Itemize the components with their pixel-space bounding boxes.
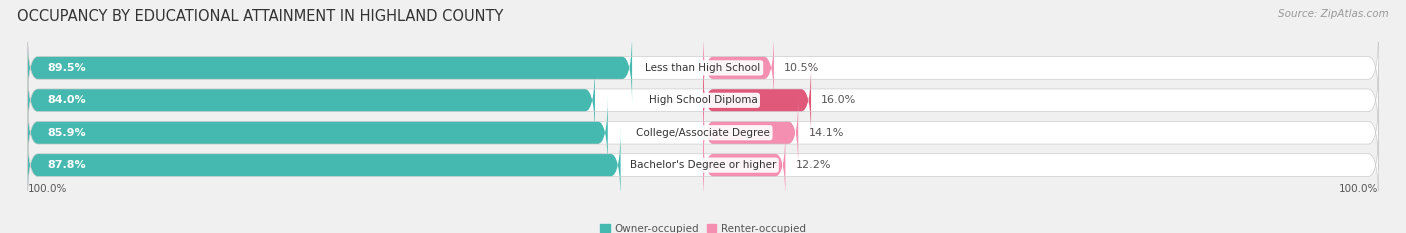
- FancyBboxPatch shape: [28, 63, 1378, 137]
- Text: 100.0%: 100.0%: [1339, 185, 1378, 195]
- FancyBboxPatch shape: [28, 31, 633, 105]
- Text: 100.0%: 100.0%: [28, 185, 67, 195]
- Text: 85.9%: 85.9%: [48, 128, 86, 138]
- FancyBboxPatch shape: [28, 63, 595, 137]
- Text: 16.0%: 16.0%: [821, 95, 856, 105]
- Text: 14.1%: 14.1%: [808, 128, 844, 138]
- FancyBboxPatch shape: [28, 96, 607, 170]
- Text: High School Diploma: High School Diploma: [648, 95, 758, 105]
- FancyBboxPatch shape: [703, 63, 811, 137]
- Text: Less than High School: Less than High School: [645, 63, 761, 73]
- FancyBboxPatch shape: [703, 31, 773, 105]
- FancyBboxPatch shape: [703, 96, 799, 170]
- FancyBboxPatch shape: [28, 96, 1378, 170]
- Text: 87.8%: 87.8%: [48, 160, 86, 170]
- FancyBboxPatch shape: [28, 128, 620, 202]
- Text: Source: ZipAtlas.com: Source: ZipAtlas.com: [1278, 9, 1389, 19]
- FancyBboxPatch shape: [28, 128, 1378, 202]
- Text: Bachelor's Degree or higher: Bachelor's Degree or higher: [630, 160, 776, 170]
- Text: OCCUPANCY BY EDUCATIONAL ATTAINMENT IN HIGHLAND COUNTY: OCCUPANCY BY EDUCATIONAL ATTAINMENT IN H…: [17, 9, 503, 24]
- FancyBboxPatch shape: [28, 31, 1378, 105]
- Text: 12.2%: 12.2%: [796, 160, 831, 170]
- Text: 10.5%: 10.5%: [785, 63, 820, 73]
- FancyBboxPatch shape: [703, 128, 786, 202]
- Text: College/Associate Degree: College/Associate Degree: [636, 128, 770, 138]
- Text: 84.0%: 84.0%: [48, 95, 86, 105]
- Text: 89.5%: 89.5%: [48, 63, 86, 73]
- Legend: Owner-occupied, Renter-occupied: Owner-occupied, Renter-occupied: [596, 220, 810, 233]
